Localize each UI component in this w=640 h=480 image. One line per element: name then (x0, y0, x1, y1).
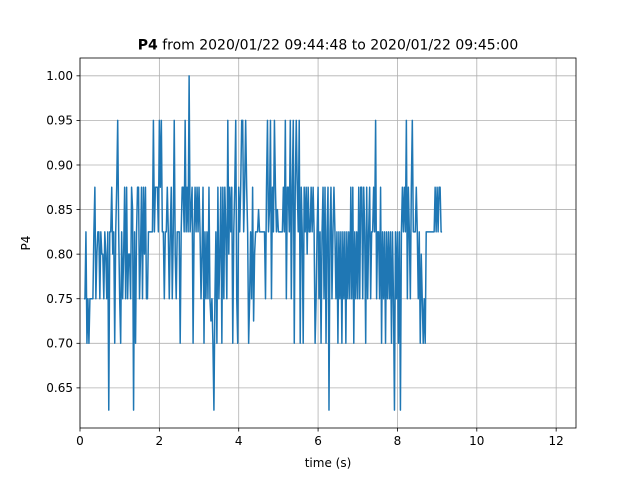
y-tick-label: 0.85 (46, 203, 73, 217)
axes-frame (79, 57, 577, 429)
y-axis: 0.65 0.70 0.75 0.80 0.85 0.90 0.95 1.00 (46, 69, 80, 395)
y-tick-label: 0.75 (46, 292, 73, 306)
y-axis-label: P4 (19, 236, 33, 251)
x-axis-label: time (s) (305, 456, 352, 470)
x-tick-label: 12 (549, 434, 564, 448)
chart-title-rest: from 2020/01/22 09:44:48 to 2020/01/22 0… (158, 38, 518, 54)
x-tick-label: 8 (394, 434, 402, 448)
y-tick-label: 0.90 (46, 158, 73, 172)
x-tick-label: 2 (156, 434, 164, 448)
x-axis: 0 2 4 6 8 10 12 (76, 428, 564, 448)
x-tick-label: 6 (314, 434, 322, 448)
series-line (83, 75, 443, 411)
y-tick-label: 0.80 (46, 247, 73, 261)
y-tick-label: 0.70 (46, 337, 73, 351)
plot-area (83, 75, 443, 411)
x-tick-label: 4 (235, 434, 243, 448)
y-tick-label: 1.00 (46, 69, 73, 83)
y-tick-label: 0.95 (46, 114, 73, 128)
x-tick-label: 0 (76, 434, 84, 448)
chart-title: P4 from 2020/01/22 09:44:48 to 2020/01/2… (138, 38, 519, 54)
x-tick-label: 10 (469, 434, 484, 448)
y-tick-label: 0.65 (46, 381, 73, 395)
chart-title-bold: P4 (138, 38, 158, 54)
